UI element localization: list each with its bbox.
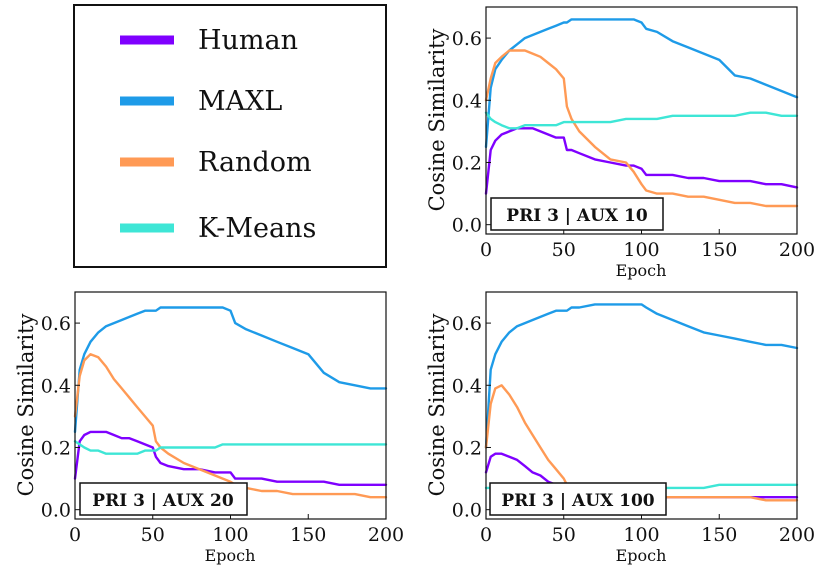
badge-label: PRI 3 | AUX 20 bbox=[92, 491, 234, 511]
legend-frame bbox=[73, 4, 387, 268]
legend-label-kmeans: K-Means bbox=[198, 213, 316, 244]
x-axis-label: Epoch bbox=[205, 546, 256, 565]
x-tick-label: 100 bbox=[212, 524, 248, 546]
badge: PRI 3 | AUX 100 bbox=[489, 482, 667, 516]
badge: PRI 3 | AUX 20 bbox=[79, 482, 248, 516]
legend-label-maxl: MAXL bbox=[198, 86, 282, 117]
legend-item-human: Human bbox=[120, 25, 298, 56]
chart-aux-10: 0 50 100 150 200 0.0 0.2 0.4 0.6 Cosine Similari… bbox=[425, 6, 815, 280]
series-line-k-means bbox=[73, 440, 388, 455]
y-tick-label: 0.0 bbox=[41, 500, 71, 522]
x-tick-label: 0 bbox=[480, 524, 492, 546]
series-line-maxl bbox=[73, 306, 388, 434]
badge-frame bbox=[489, 482, 667, 516]
y-tick-label: 0.0 bbox=[452, 500, 482, 522]
y-tick-label: 0.0 bbox=[452, 215, 482, 237]
legend-item-kmeans: K-Means bbox=[120, 213, 316, 244]
x-tick-label: 150 bbox=[290, 524, 326, 546]
x-axis-label: Epoch bbox=[616, 261, 667, 280]
x-tick-label: 100 bbox=[623, 239, 659, 261]
x-tick-label: 50 bbox=[552, 524, 576, 546]
legend-label-human: Human bbox=[198, 25, 298, 56]
series-line-maxl bbox=[484, 303, 799, 449]
x-tick-label: 200 bbox=[779, 524, 815, 546]
x-tick-label: 150 bbox=[701, 239, 737, 261]
x-tick-label: 50 bbox=[141, 524, 165, 546]
legend: Human MAXL Random K-Means bbox=[73, 4, 387, 268]
legend-label-random: Random bbox=[198, 147, 312, 178]
series-line-maxl bbox=[484, 18, 799, 149]
x-tick-label: 150 bbox=[701, 524, 737, 546]
y-axis-label: Cosine Similarity bbox=[14, 313, 38, 496]
badge-frame bbox=[490, 197, 664, 231]
badge-label: PRI 3 | AUX 100 bbox=[501, 491, 654, 511]
x-axis-label: Epoch bbox=[616, 546, 667, 565]
x-tick-label: 0 bbox=[480, 239, 492, 261]
x-tick-label: 200 bbox=[368, 524, 404, 546]
x-tick-label: 50 bbox=[552, 239, 576, 261]
series-line-random bbox=[484, 49, 799, 208]
y-tick-label: 0.6 bbox=[41, 313, 71, 335]
x-tick-label: 200 bbox=[779, 239, 815, 261]
badge: PRI 3 | AUX 10 bbox=[490, 197, 664, 231]
legend-item-random: Random bbox=[120, 147, 312, 178]
chart-aux-20: 0 50 100 150 200 0.0 0.2 0.4 0.6 Cosine Similari… bbox=[14, 291, 404, 565]
y-tick-label: 0.4 bbox=[41, 375, 71, 397]
badge-label: PRI 3 | AUX 10 bbox=[506, 206, 648, 226]
legend-item-maxl: MAXL bbox=[120, 86, 282, 117]
y-tick-label: 0.2 bbox=[41, 437, 71, 459]
badge-frame bbox=[79, 482, 248, 516]
series-line-k-means bbox=[484, 111, 799, 130]
series-line-random bbox=[73, 353, 388, 499]
y-tick-label: 0.4 bbox=[452, 90, 482, 112]
y-tick-label: 0.2 bbox=[452, 152, 482, 174]
y-tick-label: 0.4 bbox=[452, 375, 482, 397]
y-tick-label: 0.6 bbox=[452, 28, 482, 50]
series-line-human bbox=[73, 430, 388, 486]
chart-aux-100: 0 50 100 150 200 0.0 0.2 0.4 0.6 Cosine Similari… bbox=[425, 291, 815, 565]
y-axis-label: Cosine Similarity bbox=[425, 28, 449, 211]
x-tick-label: 100 bbox=[623, 524, 659, 546]
x-tick-label: 0 bbox=[69, 524, 81, 546]
y-axis-label: Cosine Similarity bbox=[425, 313, 449, 496]
y-tick-label: 0.6 bbox=[452, 313, 482, 335]
y-tick-label: 0.2 bbox=[452, 437, 482, 459]
